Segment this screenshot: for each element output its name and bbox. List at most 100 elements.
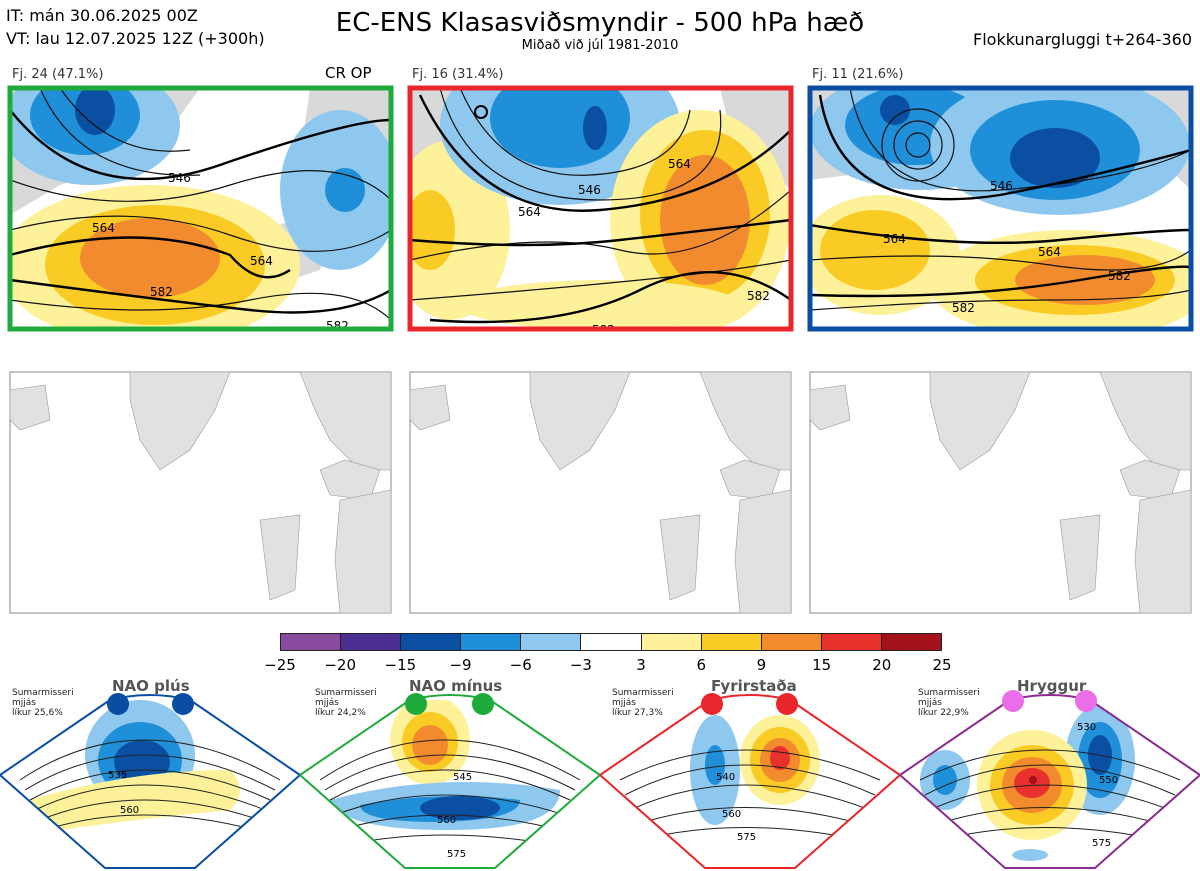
- regime-1-name: NAO plús: [112, 677, 190, 695]
- empty-map-3: [809, 371, 1192, 614]
- regime-3-name: Fyrirstaða: [711, 677, 797, 695]
- regime-4-name: Hryggur: [1017, 677, 1087, 695]
- regime-1-season: Sumarmisseri: [12, 688, 74, 698]
- cluster-1-contour-label: 546: [168, 171, 191, 185]
- cluster-window: Flokkunargluggi t+264-360: [973, 30, 1192, 49]
- cluster-2-contour-label: 582: [747, 289, 770, 303]
- regime-2-name: NAO mínus: [409, 677, 503, 695]
- climatology-subtitle: Miðað við júl 1981-2010: [521, 38, 679, 53]
- regime-4-map: [919, 705, 1181, 861]
- colorbar-tick-label: 25: [932, 656, 952, 674]
- regime-2-dot-right: [472, 693, 494, 715]
- page-title: EC-ENS Klasasviðsmyndir - 500 hPa hæð: [335, 8, 865, 38]
- regime-2-dot-left: [405, 693, 427, 715]
- regime-2-prob: líkur 24,2%: [315, 708, 366, 718]
- cluster-2-contour-label: 564: [518, 205, 541, 219]
- cluster-3-contour-label: 546: [990, 179, 1013, 193]
- colorbar-segment: [581, 634, 642, 650]
- regime-4-dot-left: [1002, 690, 1024, 712]
- regime-4-state: mjjás: [918, 698, 942, 708]
- anomaly-colorbar: [280, 633, 942, 651]
- colorbar-segment: [701, 634, 762, 650]
- regime-4-dot-right: [1075, 690, 1097, 712]
- empty-map-1: [9, 371, 392, 614]
- regime-3-frame: [599, 699, 902, 869]
- regime-4-contour-label: 530: [1077, 722, 1096, 733]
- cluster-3-border: [807, 85, 1194, 332]
- colorbar-segment: [761, 634, 822, 650]
- cluster-1-label: Fj. 24 (47.1%): [12, 67, 104, 82]
- regime-2-map: [319, 700, 581, 846]
- colorbar-tick-label: 6: [696, 656, 707, 674]
- regime-3-map: [619, 715, 881, 841]
- colorbar-segment: [281, 634, 342, 650]
- regime-1-map: [19, 700, 281, 831]
- regime-4-prob: líkur 22,9%: [918, 708, 969, 718]
- regime-2-contour-label: 545: [453, 772, 472, 783]
- regime-3-contour-label: 575: [737, 832, 756, 843]
- colorbar-segment: [821, 634, 882, 650]
- colorbar-tick-label: −3: [569, 656, 592, 674]
- cluster-3-label: Fj. 11 (21.6%): [812, 67, 904, 82]
- regime-4-contour-label: 550: [1099, 775, 1118, 786]
- cluster-1-contour-label: 582: [326, 319, 349, 333]
- cluster-1-extra: CR OP: [325, 64, 372, 82]
- cluster-2-map: 546 564 564 582 582: [410, 88, 791, 337]
- colorbar-segment: [641, 634, 702, 650]
- colorbar-tick-label: 15: [812, 656, 832, 674]
- init-time: IT: mán 30.06.2025 00Z: [6, 6, 198, 25]
- regime-3-state: mjjás: [612, 698, 636, 708]
- cluster-3-contour-label: 582: [952, 301, 975, 315]
- regime-1-contour-label: 535: [108, 770, 127, 781]
- regime-1-frame: [0, 699, 302, 869]
- regime-3-season: Sumarmisseri: [612, 688, 674, 698]
- regime-2-contour-label: 560: [437, 815, 456, 826]
- colorbar-tick-label: −9: [449, 656, 472, 674]
- regime-1-dot-right: [172, 693, 194, 715]
- cluster-3-contour-label: 564: [883, 232, 906, 246]
- regime-2-season: Sumarmisseri: [315, 688, 377, 698]
- cluster-2-contour-label: 546: [578, 183, 601, 197]
- cluster-2-border: [407, 85, 794, 332]
- cluster-2-contour-label: 582: [592, 323, 615, 337]
- regime-3-prob: líkur 27,3%: [612, 708, 663, 718]
- regime-2-state: mjjás: [315, 698, 339, 708]
- colorbar-segment: [401, 634, 462, 650]
- colorbar-tick-label: 9: [756, 656, 767, 674]
- colorbar-tick-label: 20: [872, 656, 892, 674]
- cluster-3-contour-label: 564: [1038, 245, 1061, 259]
- colorbar-tick-label: 3: [636, 656, 646, 674]
- regime-1-state: mjjás: [12, 698, 36, 708]
- regime-3-contour-label: 560: [722, 809, 741, 820]
- colorbar-segment: [341, 634, 402, 650]
- regime-3-contour-label: 540: [716, 772, 735, 783]
- cluster-3-map: 546 564 564 582 582: [810, 88, 1191, 329]
- colorbar-tick-label: −15: [384, 656, 417, 674]
- valid-time: VT: lau 12.07.2025 12Z (+300h): [6, 29, 265, 48]
- colorbar-segment: [521, 634, 582, 650]
- empty-map-2: [409, 371, 792, 614]
- cluster-2-contour-label: 564: [668, 157, 691, 171]
- cluster-1-border: [7, 85, 394, 332]
- colorbar-tick-label: −6: [509, 656, 532, 674]
- cluster-1-contour-label: 564: [250, 254, 273, 268]
- regime-2-contour-label: 575: [447, 849, 466, 860]
- regime-3-dot-left: [701, 693, 723, 715]
- regime-4-contour-label: 575: [1092, 838, 1111, 849]
- cluster-2-label: Fj. 16 (31.4%): [412, 67, 504, 82]
- regime-3-dot-right: [776, 693, 798, 715]
- cluster-3-contour-label: 582: [1108, 269, 1131, 283]
- cluster-1-map: 546 564 564 582 582: [10, 88, 391, 333]
- regime-1-dot-left: [107, 693, 129, 715]
- regime-2-frame: [299, 699, 602, 869]
- colorbar-tick-label: −25: [264, 656, 296, 674]
- colorbar-segment: [881, 634, 942, 650]
- regime-1-contour-label: 560: [120, 805, 139, 816]
- regime-4-season: Sumarmisseri: [918, 688, 980, 698]
- cluster-1-contour-label: 582: [150, 285, 173, 299]
- colorbar-tick-label: −20: [324, 656, 356, 674]
- colorbar-segment: [461, 634, 522, 650]
- regime-4-frame: [899, 699, 1200, 869]
- cluster-1-contour-label: 564: [92, 221, 115, 235]
